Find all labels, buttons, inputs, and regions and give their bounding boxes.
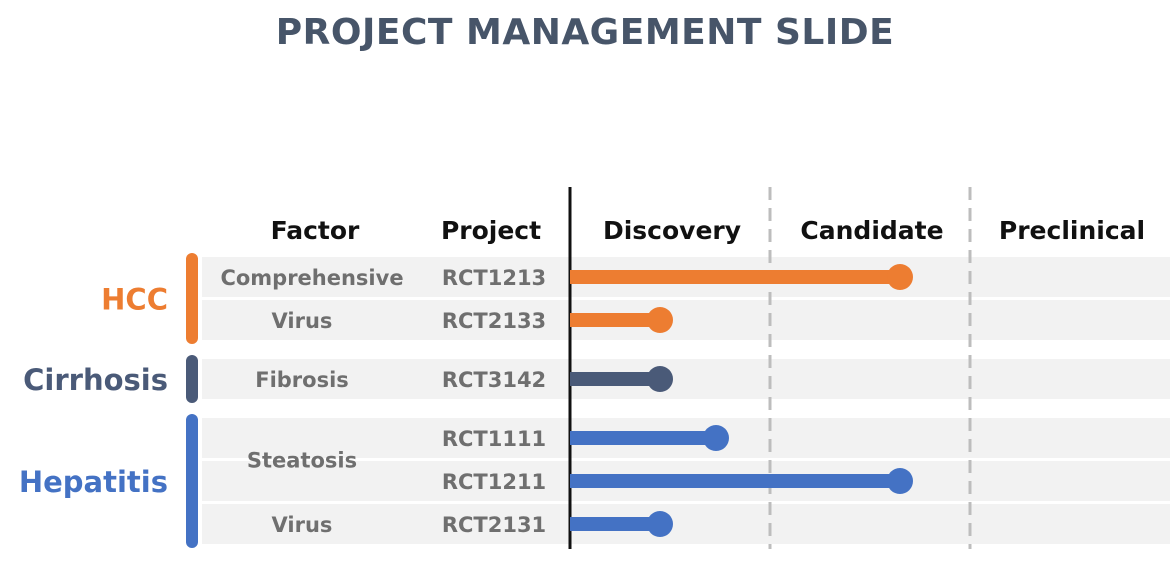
group-bracket bbox=[186, 355, 198, 403]
project-id: RCT1211 bbox=[442, 470, 546, 494]
progress-marker bbox=[887, 468, 913, 494]
progress-marker bbox=[703, 425, 729, 451]
header-project: Project bbox=[441, 216, 541, 245]
progress-marker bbox=[647, 307, 673, 333]
progress-bars bbox=[570, 264, 913, 537]
group-label: Hepatitis bbox=[19, 465, 168, 499]
row-background bbox=[202, 300, 1170, 340]
factor-label: Steatosis bbox=[247, 449, 357, 473]
row-backgrounds bbox=[202, 257, 1170, 544]
project-id: RCT3142 bbox=[442, 368, 546, 392]
group-label: Cirrhosis bbox=[23, 363, 168, 397]
factor-label: Virus bbox=[272, 309, 333, 333]
group-bracket bbox=[186, 414, 198, 548]
factor-label: Comprehensive bbox=[220, 266, 403, 290]
group-labels: HCC Cirrhosis Hepatitis bbox=[19, 253, 198, 548]
progress-marker bbox=[647, 366, 673, 392]
header-factor: Factor bbox=[271, 216, 360, 245]
project-id: RCT2131 bbox=[442, 513, 546, 537]
group-bracket bbox=[186, 253, 198, 344]
stage-header: Discovery bbox=[603, 216, 741, 245]
factor-label: Fibrosis bbox=[255, 368, 349, 392]
column-headers: Factor Project Discovery Candidate Preclinic… bbox=[271, 216, 1145, 245]
progress-marker bbox=[647, 511, 673, 537]
project-id: RCT2133 bbox=[442, 309, 546, 333]
project-id: RCT1213 bbox=[442, 266, 546, 290]
row-background bbox=[202, 504, 1170, 544]
stage-gridlines bbox=[568, 187, 972, 549]
stage-header: Candidate bbox=[800, 216, 943, 245]
row-background bbox=[202, 359, 1170, 399]
page-title: PROJECT MANAGEMENT SLIDE bbox=[275, 12, 895, 53]
factor-label: Virus bbox=[272, 513, 333, 537]
stage-header: Preclinical bbox=[999, 216, 1145, 245]
group-label: HCC bbox=[101, 283, 168, 317]
table-cells: RCT1213 Comprehensive RCT2133 Virus RCT3142 F… bbox=[220, 266, 546, 537]
progress-marker bbox=[887, 264, 913, 290]
project-id: RCT1111 bbox=[442, 427, 546, 451]
